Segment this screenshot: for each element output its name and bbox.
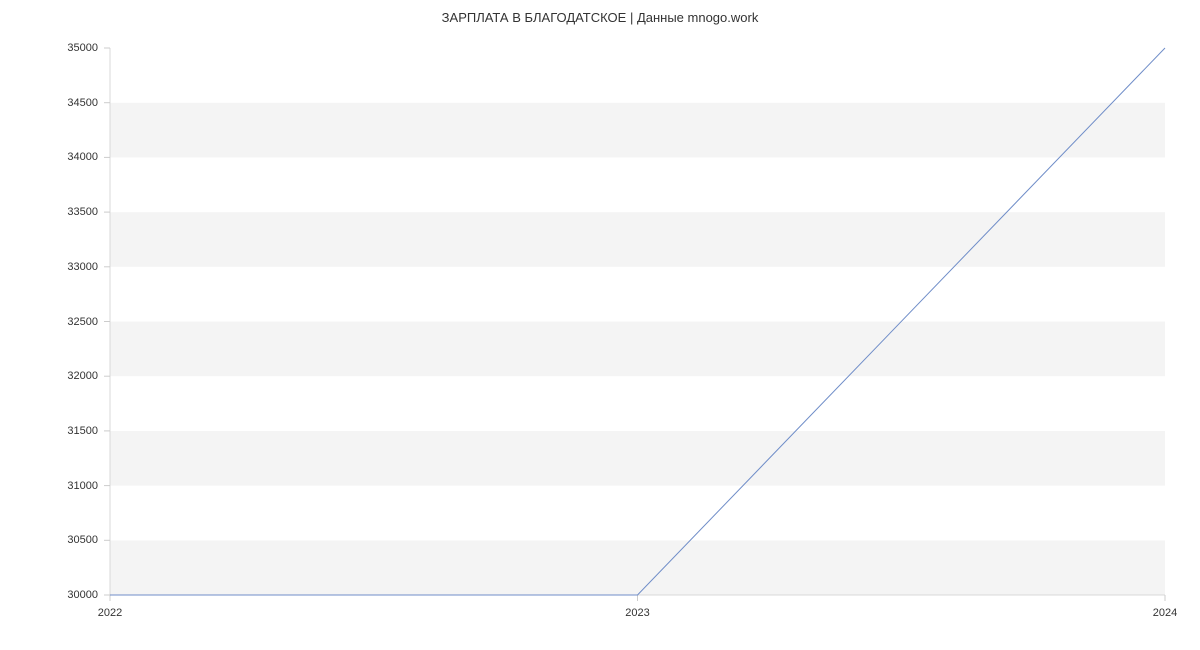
chart-svg xyxy=(110,48,1165,595)
x-tick-label: 2024 xyxy=(1153,607,1177,619)
y-tick-label: 32000 xyxy=(0,370,98,382)
plot-area xyxy=(110,48,1165,595)
y-tick-label: 34000 xyxy=(0,151,98,163)
y-tick-label: 32500 xyxy=(0,316,98,328)
x-tick-label: 2023 xyxy=(625,607,649,619)
chart-container: ЗАРПЛАТА В БЛАГОДАТСКОЕ | Данные mnogo.w… xyxy=(0,0,1200,650)
y-tick-label: 31500 xyxy=(0,425,98,437)
y-tick-label: 33000 xyxy=(0,261,98,273)
y-tick-label: 34500 xyxy=(0,97,98,109)
y-tick-label: 33500 xyxy=(0,206,98,218)
x-tick-label: 2022 xyxy=(98,607,122,619)
y-tick-label: 30500 xyxy=(0,534,98,546)
y-tick-label: 31000 xyxy=(0,480,98,492)
chart-title: ЗАРПЛАТА В БЛАГОДАТСКОЕ | Данные mnogo.w… xyxy=(0,10,1200,25)
y-tick-label: 30000 xyxy=(0,589,98,601)
y-tick-label: 35000 xyxy=(0,42,98,54)
